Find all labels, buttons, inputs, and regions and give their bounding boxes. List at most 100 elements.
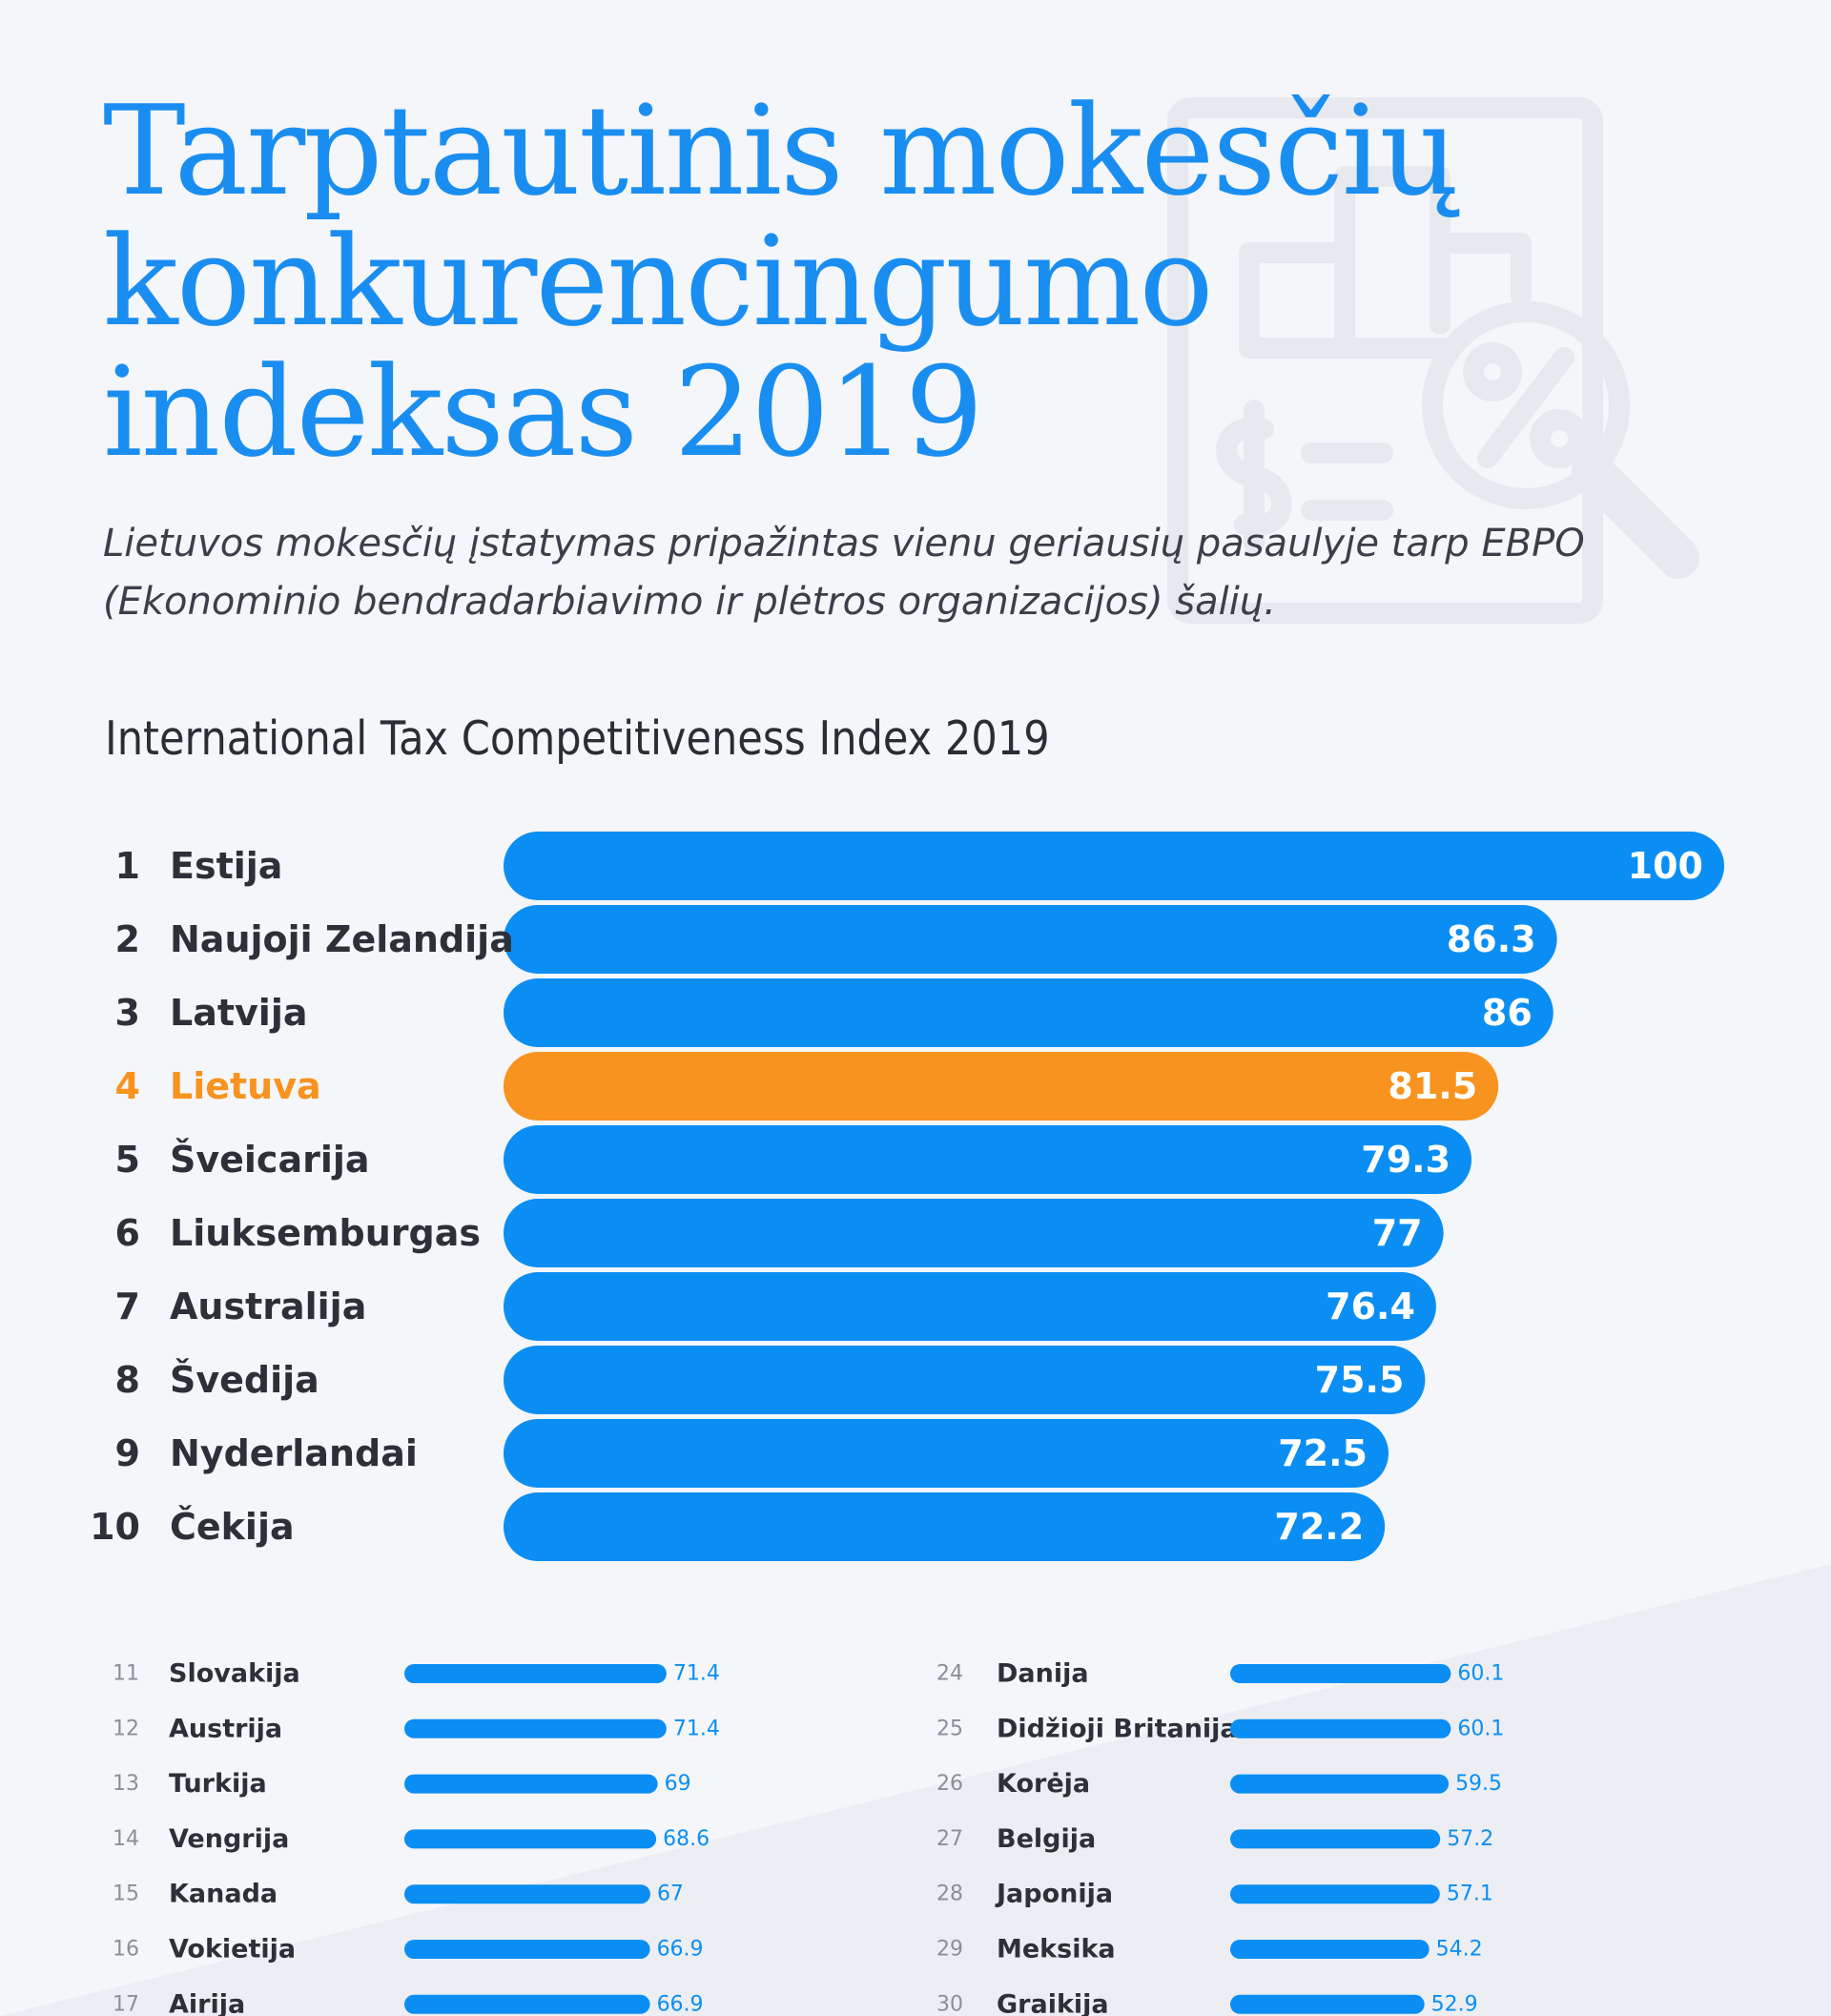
rank-label: 1 xyxy=(115,845,140,887)
rank-label: 14 xyxy=(113,1827,139,1851)
value-label: 66.9 xyxy=(657,1992,704,2016)
value-label: 86 xyxy=(1482,992,1533,1034)
rank-label: 11 xyxy=(113,1662,139,1686)
value-label: 79.3 xyxy=(1361,1139,1450,1181)
rank-label: 2 xyxy=(115,918,140,960)
country-label: Turkija xyxy=(169,1769,267,1799)
country-label: Liuksemburgas xyxy=(170,1212,481,1254)
bar xyxy=(1230,1994,1425,2014)
country-label: Meksika xyxy=(997,1935,1116,1965)
bar xyxy=(504,1199,1444,1267)
rank-label: 7 xyxy=(115,1286,140,1327)
page-title-line: Tarptautinis mokesčių xyxy=(103,78,1459,223)
country-label: Graikija xyxy=(997,1989,1109,2016)
value-label: 66.9 xyxy=(657,1938,704,1962)
country-label: Nyderlandai xyxy=(170,1432,418,1474)
rank-label: 13 xyxy=(113,1772,139,1796)
bar xyxy=(504,1052,1499,1121)
rank-label: 8 xyxy=(115,1359,140,1401)
rank-label: 6 xyxy=(115,1212,140,1254)
value-label: 100 xyxy=(1628,845,1703,887)
value-label: 71.4 xyxy=(673,1717,720,1740)
value-label: 72.5 xyxy=(1278,1432,1368,1474)
country-label: Danija xyxy=(997,1659,1089,1689)
bar xyxy=(1230,1884,1440,1904)
bar xyxy=(404,1718,667,1738)
rank-label: 29 xyxy=(936,1938,963,1962)
rank-label: 25 xyxy=(936,1717,963,1740)
report-chart-percent-icon xyxy=(1167,97,1699,624)
country-label: Kanada xyxy=(169,1880,278,1909)
value-label: 60.1 xyxy=(1457,1662,1504,1686)
country-label: Didžioji Britanija xyxy=(997,1714,1238,1743)
chart-title: International Tax Competitiveness Index … xyxy=(105,711,1050,766)
bar xyxy=(504,1346,1426,1414)
bar xyxy=(404,1994,650,2014)
country-label: Australija xyxy=(170,1286,366,1327)
value-label: 60.1 xyxy=(1457,1717,1504,1740)
value-label: 71.4 xyxy=(673,1662,720,1686)
rank-label: 30 xyxy=(936,1992,963,2016)
country-label: Vokietija xyxy=(169,1935,296,1965)
country-label: Naujoji Zelandija xyxy=(170,918,514,960)
rank-label: 16 xyxy=(113,1938,139,1962)
bar xyxy=(504,905,1557,974)
value-label: 68.6 xyxy=(663,1827,710,1851)
country-label: Lietuva xyxy=(170,1065,321,1107)
bar xyxy=(404,1664,667,1683)
value-label: 77 xyxy=(1372,1212,1423,1254)
rank-label: 28 xyxy=(936,1882,963,1906)
value-label: 75.5 xyxy=(1315,1359,1405,1401)
rank-label: 5 xyxy=(115,1139,140,1181)
value-label: 69 xyxy=(665,1772,691,1796)
bar xyxy=(404,1884,650,1904)
rank-label: 17 xyxy=(113,1992,139,2016)
bar xyxy=(504,978,1553,1047)
country-label: Airija xyxy=(169,1989,245,2016)
value-label: 86.3 xyxy=(1447,918,1536,960)
value-label: 52.9 xyxy=(1431,1992,1478,2016)
value-label: 67 xyxy=(657,1882,684,1906)
bar xyxy=(404,1774,658,1794)
rank-label: 3 xyxy=(115,992,140,1034)
subtitle-line: Lietuvos mokesčių įstatymas pripažintas … xyxy=(103,522,1585,566)
bar xyxy=(1230,1774,1450,1794)
country-label: Švedija xyxy=(170,1359,319,1401)
value-label: 72.2 xyxy=(1274,1506,1364,1548)
country-label: Korėja xyxy=(997,1769,1090,1799)
bar xyxy=(1230,1829,1441,1849)
rank-label: 10 xyxy=(90,1506,140,1548)
value-label: 54.2 xyxy=(1436,1938,1483,1962)
bar xyxy=(504,1419,1389,1488)
rank-label: 9 xyxy=(115,1432,140,1474)
country-label: Belgija xyxy=(997,1824,1096,1854)
country-label: Vengrija xyxy=(169,1824,289,1854)
country-label: Čekija xyxy=(170,1506,295,1548)
country-label: Japonija xyxy=(995,1880,1113,1909)
page-title-line: konkurencingumo xyxy=(103,209,1214,354)
bar xyxy=(404,1940,650,1959)
country-label: Slovakija xyxy=(169,1659,300,1689)
value-label: 57.2 xyxy=(1447,1827,1493,1851)
bar xyxy=(504,832,1724,900)
country-label: Šveicarija xyxy=(170,1139,370,1181)
rank-label: 15 xyxy=(113,1882,139,1906)
rank-label: 27 xyxy=(936,1827,963,1851)
value-label: 59.5 xyxy=(1455,1772,1502,1796)
country-label: Estija xyxy=(170,845,282,887)
country-label: Latvija xyxy=(170,992,308,1034)
bar xyxy=(1230,1718,1451,1738)
value-label: 57.1 xyxy=(1447,1882,1493,1906)
value-label: 81.5 xyxy=(1388,1065,1477,1107)
bar xyxy=(504,1272,1436,1341)
bar xyxy=(504,1492,1386,1561)
rank-label: 24 xyxy=(936,1662,963,1686)
bar xyxy=(404,1829,657,1849)
value-label: 76.4 xyxy=(1326,1286,1415,1327)
bar xyxy=(504,1125,1472,1194)
subtitle-line: (Ekonominio bendradarbiavimo ir plėtros … xyxy=(103,580,1276,624)
page-subtitle: Lietuvos mokesčių įstatymas pripažintas … xyxy=(103,515,1585,631)
country-label: Austrija xyxy=(169,1714,282,1743)
page-title-line: indeksas 2019 xyxy=(103,339,983,484)
